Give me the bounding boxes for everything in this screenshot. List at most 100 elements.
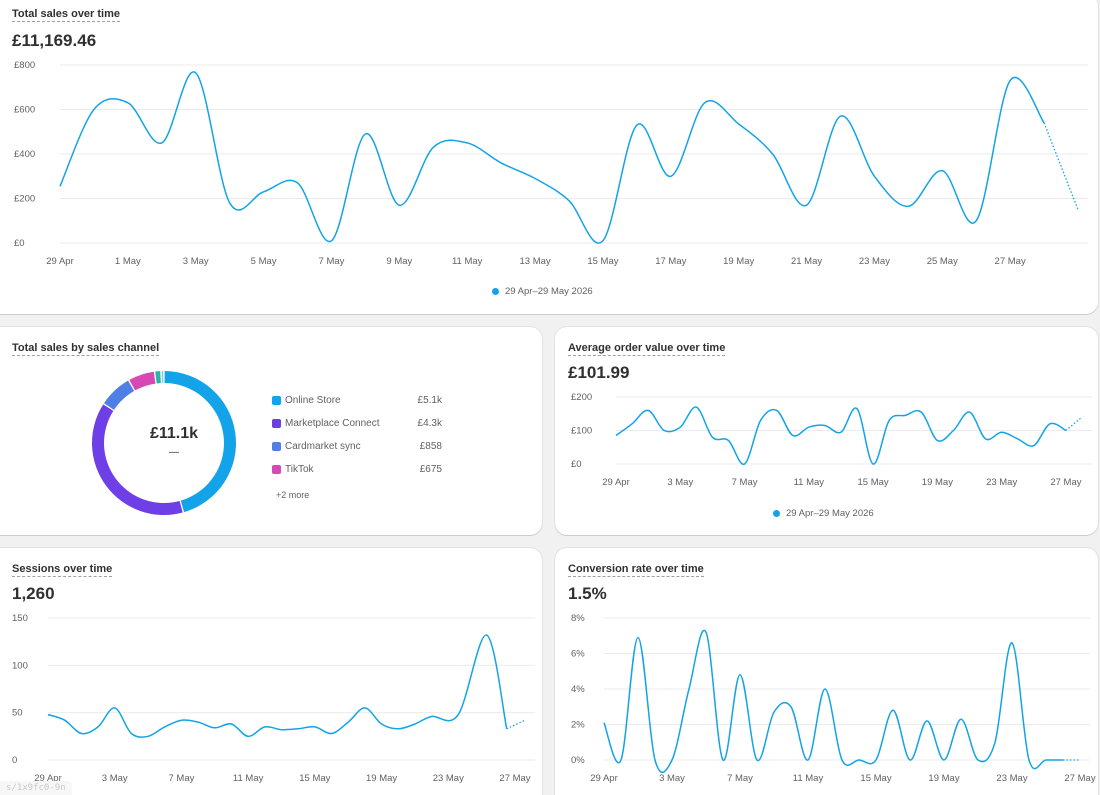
aov-data-point xyxy=(696,406,697,407)
donut-slice-0[interactable] xyxy=(164,371,236,513)
aov-data-point xyxy=(664,430,665,431)
total-sales-data-point xyxy=(908,206,909,207)
conversion-y-tick-label: 6% xyxy=(571,649,585,660)
sessions-title[interactable]: Sessions over time xyxy=(12,563,113,577)
sessions-data-point xyxy=(381,723,382,724)
total-sales-data-point xyxy=(467,142,468,143)
total-sales-x-tick-label: 29 Apr xyxy=(46,256,73,267)
donut-center-subvalue: — xyxy=(169,447,179,458)
aov-data-point xyxy=(921,411,922,412)
aov-legend-label: 29 Apr–29 May 2026 xyxy=(786,508,874,519)
channel-swatch-icon xyxy=(272,464,281,474)
channel-name: TikTok xyxy=(285,463,314,475)
sessions-x-tick-label: 7 May xyxy=(168,773,194,784)
total-sales-data-point xyxy=(704,102,705,103)
channel-name: Cardmarket sync xyxy=(285,440,361,452)
conversion-data-point xyxy=(756,759,757,760)
total-sales-data-point xyxy=(59,186,60,187)
sessions-data-point xyxy=(231,723,232,724)
donut-slice-2[interactable] xyxy=(103,380,135,410)
aov-data-point xyxy=(615,435,616,436)
sessions-data-point xyxy=(131,733,132,734)
sessions-y-tick-label: 150 xyxy=(12,613,28,624)
aov-data-point xyxy=(889,420,890,421)
status-url-chip: s/1x9fc0-9n xyxy=(0,781,72,795)
total-sales-data-point xyxy=(297,182,298,183)
conversion-data-point xyxy=(1079,759,1080,760)
channel-legend-item[interactable]: Marketplace Connect £4.3k xyxy=(272,415,442,431)
total-sales-data-point xyxy=(1077,209,1078,210)
total-sales-data-point xyxy=(976,220,977,221)
sessions-series-line xyxy=(47,634,508,738)
sessions-data-point xyxy=(298,728,299,729)
conversion-data-point xyxy=(603,722,604,723)
sessions-data-point xyxy=(398,728,399,729)
conversion-data-point xyxy=(688,688,689,689)
sessions-data-point xyxy=(64,720,65,721)
aov-series-line xyxy=(615,406,1067,465)
total-sales-x-tick-label: 23 May xyxy=(859,256,890,267)
sessions-data-point xyxy=(506,728,507,729)
aov-data-point xyxy=(631,423,632,424)
aov-data-point xyxy=(680,427,681,428)
total-sales-x-tick-label: 27 May xyxy=(995,256,1026,267)
sessions-x-tick-label: 3 May xyxy=(102,773,128,784)
total-sales-data-point xyxy=(806,205,807,206)
channel-swatch-icon xyxy=(272,441,281,451)
channel-legend-item[interactable]: TikTok £675 xyxy=(272,461,442,477)
sessions-data-point xyxy=(458,714,459,715)
total-sales-data-point xyxy=(840,116,841,117)
total-sales-x-tick-label: 25 May xyxy=(927,256,958,267)
donut-slice-5[interactable] xyxy=(161,371,164,384)
conversion-x-tick-label: 3 May xyxy=(659,773,685,784)
donut-slice-4[interactable] xyxy=(155,371,161,384)
conversion-title[interactable]: Conversion rate over time xyxy=(568,563,704,577)
conversion-data-point xyxy=(654,759,655,760)
aov-data-point xyxy=(905,415,906,416)
sessions-chart: 150 100 50 0 29 Apr 3 May 7 May 11 May 15 May 19 … xyxy=(12,613,535,784)
aov-data-point xyxy=(985,438,986,439)
aov-chart: £200 £100 £0 29 Apr 3 May 7 May 11 May 15 May 19… xyxy=(571,392,1092,488)
aov-data-point xyxy=(824,425,825,426)
sessions-metric: 1,260 xyxy=(12,584,55,603)
aov-data-point xyxy=(1049,423,1050,424)
donut-slice-3[interactable] xyxy=(129,371,156,391)
aov-title[interactable]: Average order value over time xyxy=(568,342,726,356)
donut-slice-1[interactable] xyxy=(91,404,183,515)
conversion-data-point xyxy=(773,711,774,712)
total-sales-x-tick-label: 5 May xyxy=(251,256,277,267)
sessions-data-point xyxy=(314,726,315,727)
total-sales-title[interactable]: Total sales over time xyxy=(12,8,121,22)
sessions-data-point xyxy=(431,716,432,717)
total-sales-series-line xyxy=(59,71,1045,244)
total-sales-data-point xyxy=(161,142,162,143)
aov-projected-line xyxy=(1065,416,1083,432)
total-sales-data-point xyxy=(365,133,366,134)
conversion-y-tick-label: 4% xyxy=(571,684,585,695)
total-sales-x-tick-label: 17 May xyxy=(655,256,686,267)
sessions-data-point xyxy=(181,720,182,721)
sessions-data-point xyxy=(81,733,82,734)
total-sales-data-point xyxy=(772,153,773,154)
total-sales-y-tick-label: £400 xyxy=(14,149,35,160)
channel-legend-item[interactable]: Online Store £5.1k xyxy=(272,392,442,408)
sessions-data-point xyxy=(414,723,415,724)
channel-legend-item[interactable]: Cardmarket sync £858 xyxy=(272,438,442,454)
sessions-x-tick-label: 19 May xyxy=(366,773,397,784)
conversion-data-point xyxy=(858,759,859,760)
more-channels-link[interactable]: +2 more xyxy=(276,490,310,500)
conversion-card: Conversion rate over time 1.5% 8% 6% 4% 2% 0… xyxy=(555,548,1098,795)
total-sales-data-point xyxy=(738,123,739,124)
sessions-data-point xyxy=(97,726,98,727)
legend-dot-icon xyxy=(773,510,780,517)
channel-title[interactable]: Total sales by sales channel xyxy=(12,342,160,356)
aov-data-point xyxy=(744,463,745,464)
sessions-data-point xyxy=(364,707,365,708)
sessions-data-point xyxy=(524,720,525,721)
total-sales-data-point xyxy=(602,240,603,241)
aov-x-tick-label: 27 May xyxy=(1050,477,1081,488)
aov-x-tick-label: 23 May xyxy=(986,477,1017,488)
total-sales-x-tick-label: 13 May xyxy=(519,256,550,267)
sessions-data-point xyxy=(198,722,199,723)
total-sales-legend: 29 Apr–29 May 2026 xyxy=(492,286,593,297)
